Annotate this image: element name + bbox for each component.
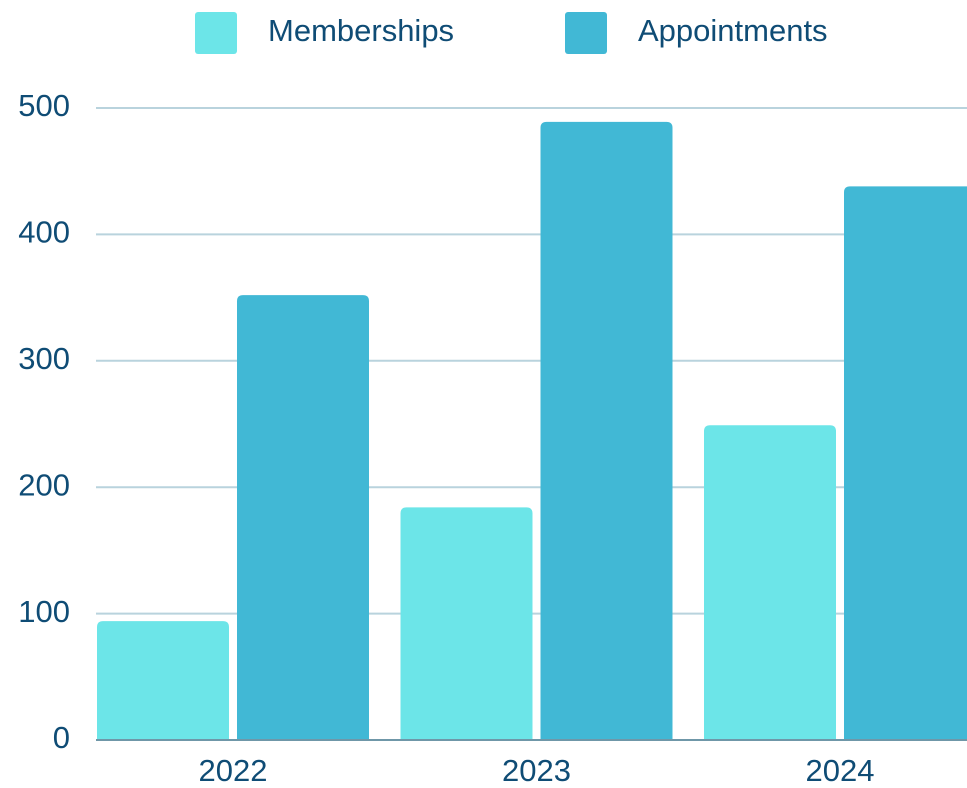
bar	[540, 121, 673, 741]
bar	[97, 621, 229, 740]
bar	[704, 425, 836, 740]
x-tick-label: 2022	[199, 753, 268, 788]
y-tick-label: 0	[53, 720, 70, 755]
x-tick-label: 2024	[806, 753, 875, 788]
legend-label: Appointments	[638, 13, 828, 48]
y-tick-label: 200	[18, 467, 70, 502]
bar	[400, 507, 533, 740]
y-tick-label: 400	[18, 215, 70, 250]
y-tick-label: 500	[18, 88, 70, 123]
y-tick-label: 300	[18, 341, 70, 376]
bar	[844, 186, 967, 740]
legend-swatch	[565, 12, 607, 54]
x-tick-label: 2023	[502, 753, 571, 788]
y-tick-label: 100	[18, 594, 70, 629]
legend-swatch	[195, 12, 237, 54]
bar	[237, 295, 369, 740]
legend-label: Memberships	[268, 13, 454, 48]
